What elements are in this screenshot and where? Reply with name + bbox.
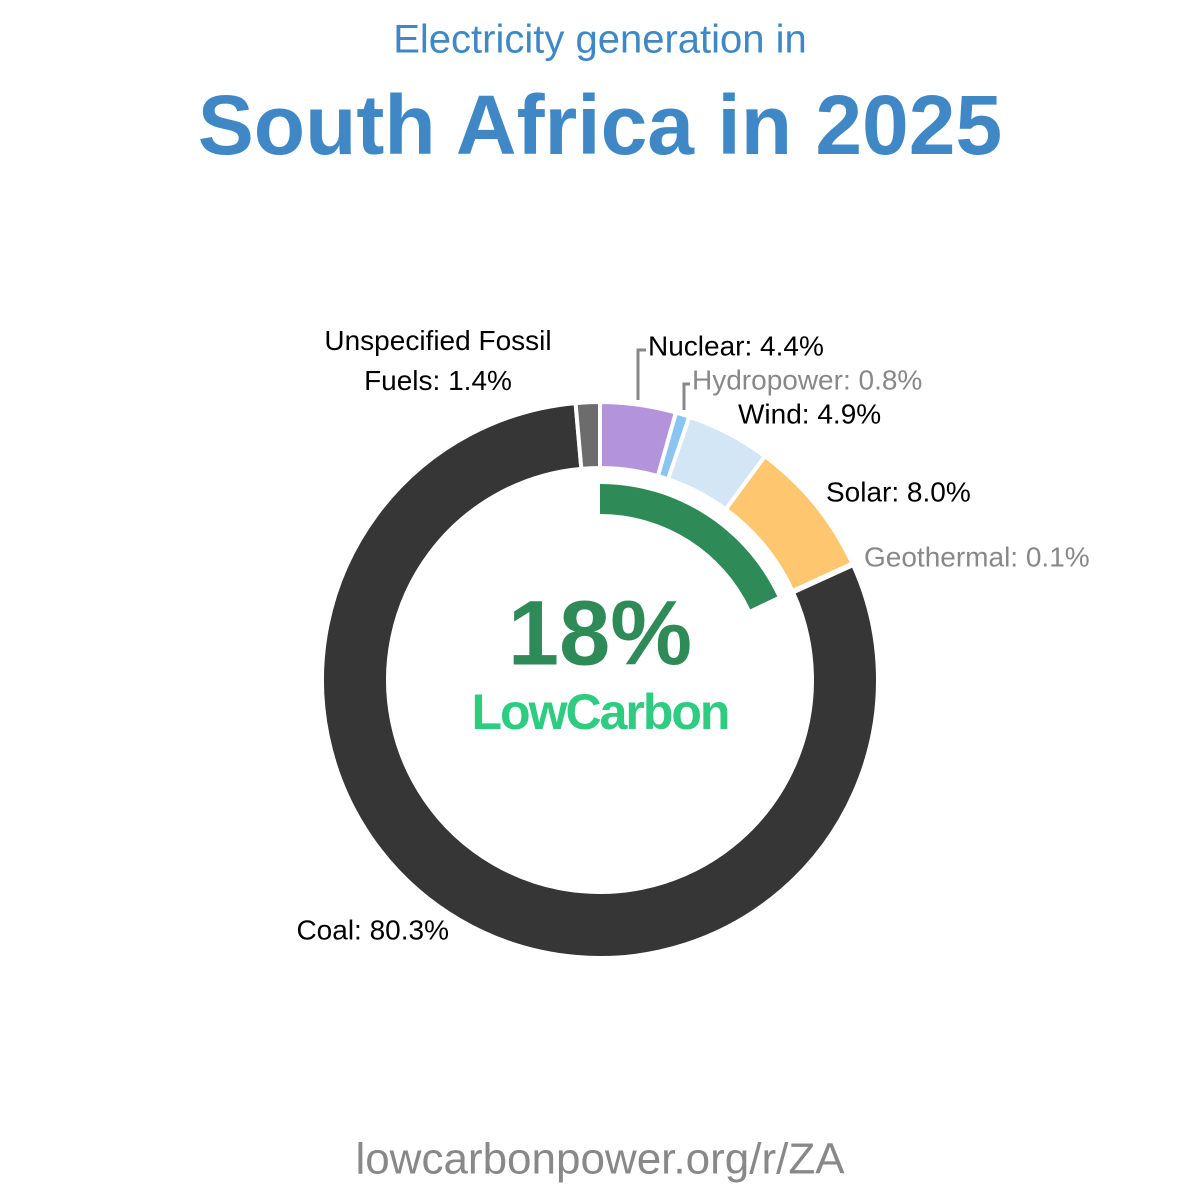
slice-label: Wind: 4.9% bbox=[738, 398, 881, 429]
chart-subtitle: South Africa in 2025 bbox=[198, 78, 1002, 172]
slice-label: Geothermal: 0.1% bbox=[864, 541, 1090, 572]
low-carbon-name: LowCarbon bbox=[472, 684, 729, 740]
low-carbon-value: 18% bbox=[508, 582, 692, 684]
slice-label: Hydropower: 0.8% bbox=[692, 364, 922, 395]
slice-label: Nuclear: 4.4% bbox=[648, 330, 824, 361]
slice-label: Unspecified Fossil Fuels: 1.4% bbox=[324, 325, 552, 396]
slice bbox=[320, 400, 880, 960]
slice-label: Solar: 8.0% bbox=[826, 476, 971, 507]
leader-line bbox=[682, 382, 690, 410]
slice-label: Coal: 80.3% bbox=[296, 914, 449, 945]
source: lowcarbonpower.org/r/ZA bbox=[355, 1135, 845, 1184]
chart-title: Electricity generation in bbox=[393, 18, 807, 62]
slice bbox=[573, 399, 602, 471]
low-carbon-arc bbox=[600, 484, 778, 610]
leader-line bbox=[636, 348, 646, 400]
